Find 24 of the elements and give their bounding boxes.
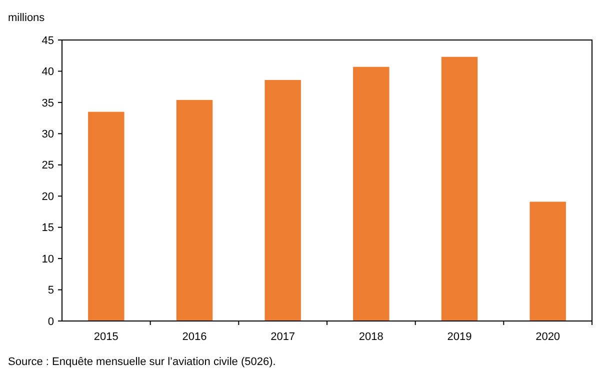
y-tick-label: 40	[42, 66, 54, 78]
y-tick-label: 0	[48, 316, 54, 328]
y-axis-title: millions	[8, 12, 46, 24]
x-tick-label: 2020	[536, 331, 560, 343]
source-note: Source : Enquête mensuelle sur l’aviation civile (5026).	[8, 356, 276, 368]
bar	[530, 202, 566, 321]
x-tick-label: 2019	[447, 331, 472, 343]
y-tick-label: 30	[42, 128, 54, 141]
bar	[264, 80, 301, 321]
x-tick-label: 2015	[94, 331, 118, 343]
bar	[353, 66, 390, 321]
x-tick-label: 2017	[270, 331, 296, 343]
bar	[176, 100, 213, 321]
bar	[88, 112, 124, 321]
y-tick-label: 25	[42, 160, 54, 172]
y-tick-label: 20	[42, 190, 54, 203]
y-tick-label: 10	[42, 253, 54, 266]
y-tick-label: 35	[42, 97, 54, 110]
x-tick-label: 2016	[182, 331, 207, 343]
y-tick-label: 5	[48, 284, 54, 297]
y-tick-label: 45	[42, 34, 54, 47]
y-tick-label: 15	[42, 222, 54, 234]
bar	[441, 56, 478, 321]
x-tick-label: 2018	[358, 331, 384, 343]
